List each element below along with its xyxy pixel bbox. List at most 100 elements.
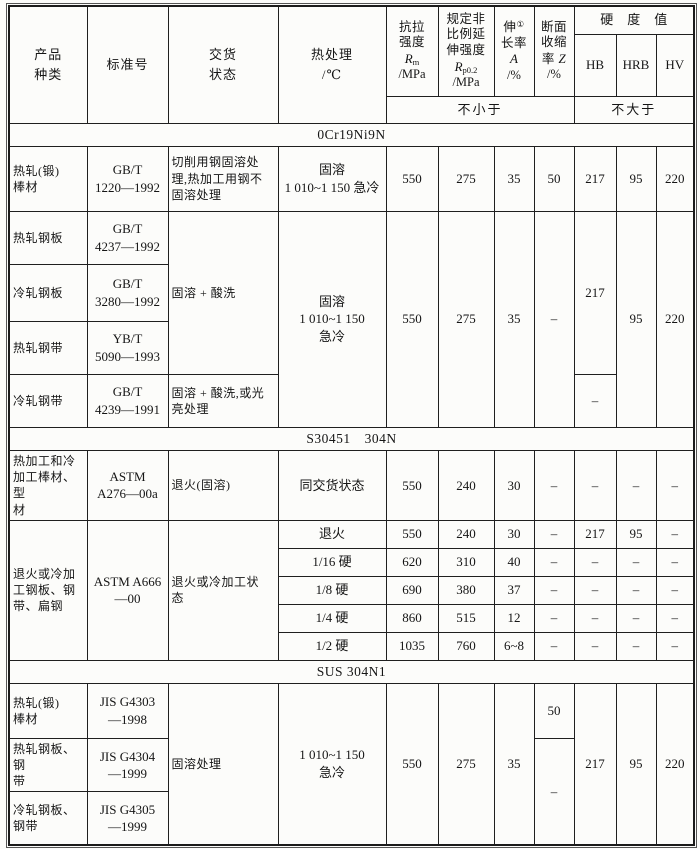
header-proof-strength-symbol: Rp0.2 [454,58,478,75]
cell-rm: 620 [385,547,439,577]
cell-elongation: 37 [493,575,535,605]
cell-standard: ASTM A276—00a [86,449,169,521]
header-hb: HB [573,33,617,97]
cell-hrb: 95 [615,145,657,212]
cell-standard: GB/T 1220—1992 [86,145,169,212]
cell-product: 热轧钢板、钢 带 [8,737,88,793]
cell-hv: – [655,603,695,633]
table-row: 冷轧钢板 GB/T 3280—1992 [8,263,694,322]
cell-standard: GB/T 4237—1992 [86,210,169,265]
cell-reduction: – [533,210,575,428]
footnote-1-marker: ① [516,19,525,29]
cell-rm: 550 [385,210,439,428]
cell-hv: – [655,519,695,549]
cell-hrb: 95 [615,519,657,549]
cell-standard: JIS G4305 —1999 [86,791,169,846]
cell-rm: 550 [385,145,439,212]
cell-rp02: 275 [437,682,495,846]
table-row: 退火或冷加 工钢板、钢 带、扁钢 ASTM A666 —00 退火或冷加工状 态… [8,519,695,661]
cell-hv: 220 [655,682,695,846]
header-elongation-label-line1: 伸① [503,19,525,34]
cell-heat-treatment: 1/8 硬 [277,575,387,605]
cell-heat-treatment: 固溶 1 010~1 150 急冷 [277,210,387,428]
table-row: 冷轧钢板、 钢带 JIS G4305 —1999 [8,791,694,846]
cell-hv: – [655,575,695,605]
cell-heat-treatment: 1/2 硬 [277,631,387,661]
section-title-sus-304n1: SUS 304N1 [8,659,695,684]
cell-elongation: 12 [493,603,535,633]
cell-hv: – [655,449,695,521]
cell-reduction: – [533,631,575,661]
cell-hb: – [573,449,617,521]
cell-delivery: 固溶处理 [167,682,279,846]
cell-hrb: 95 [615,682,657,846]
cell-hv: – [655,547,695,577]
cell-hb: – [573,575,617,605]
header-standard-number: 标准号 [86,5,169,124]
cell-delivery: 退火或冷加工状 态 [167,519,279,661]
header-elongation-label-line2: 长率 [500,35,527,50]
cell-heat-treatment: 1/4 硬 [277,603,387,633]
cell-hb: – [573,373,617,428]
table-row: 热轧钢板 GB/T 4237—1992 固溶 + 酸洗 固溶 1 010~1 1… [8,210,695,428]
cell-hb: 217 [573,519,617,549]
cell-rm: 550 [385,519,439,549]
header-tensile-strength-symbol: Rm [404,50,420,67]
cell-product: 热轧(锻) 棒材 [8,682,88,739]
cell-rm: 550 [385,449,439,521]
cell-hb: – [573,603,617,633]
cell-rp02: 240 [437,449,495,521]
table-row: 热轧钢板、钢 带 JIS G4304 —1999 – [8,737,694,846]
cell-rp02: 515 [437,603,495,633]
header-proof-strength-unit: /MPa [452,75,480,90]
section-title-row: SUS 304N1 [8,659,695,684]
cell-hrb: – [615,575,657,605]
section-title-0cr19ni9n: 0Cr19Ni9N [8,122,695,147]
header-delivery-state: 交货 状态 [167,5,279,124]
cell-rp02: 380 [437,575,495,605]
section-title-s30451-304n: S30451 304N [8,426,695,451]
cell-rm: 860 [385,603,439,633]
cell-delivery: 固溶 + 酸洗,或光 亮处理 [167,373,279,428]
header-proof-strength-label: 规定非 比例延 伸强度 [446,11,486,57]
cell-rp02: 240 [437,519,495,549]
cell-delivery: 切削用钢固溶处 理,热加工用钢不 固溶处理 [167,145,279,212]
cell-product: 热轧(锻) 棒材 [8,145,88,212]
cell-delivery: 退火(固溶) [167,449,279,521]
header-reduction-of-area: 断面 收缩 率 Z /% [533,5,575,97]
header-tensile-strength-label: 抗拉 强度 [398,19,425,50]
cell-elongation: 6~8 [493,631,535,661]
header-hardness-group: 硬度值 [573,5,695,35]
header-elongation-symbol: A [510,51,518,67]
cell-product: 冷轧钢板、 钢带 [8,791,88,846]
cell-product: 冷轧钢带 [8,373,88,428]
cell-hb: – [573,547,617,577]
cell-hv: 220 [655,210,695,428]
cell-hv: – [655,631,695,661]
cell-elongation: 30 [493,519,535,549]
header-reduction-unit: /% [547,67,561,82]
header-hv: HV [655,33,695,97]
cell-rm: 550 [385,682,439,846]
cell-standard: GB/T 3280—1992 [86,263,169,322]
table-row: 热轧(锻) 棒材 GB/T 1220—1992 切削用钢固溶处 理,热加工用钢不… [8,145,695,212]
cell-rp02: 310 [437,547,495,577]
cell-standard: ASTM A666 —00 [86,519,169,661]
cell-heat-treatment: 固溶 1 010~1 150 急冷 [277,145,387,212]
cell-reduction: – [533,603,575,633]
steel-properties-table: 产品 种类 标准号 交货 状态 热处理 /℃ 抗拉 强度 Rm /MPa 规定非… [6,3,697,848]
cell-elongation: 40 [493,547,535,577]
cell-elongation: 35 [493,145,535,212]
cell-reduction: – [533,519,575,549]
cell-hrb: 95 [615,210,657,428]
cell-rp02: 275 [437,145,495,212]
cell-reduction: 50 [533,145,575,212]
cell-product: 冷轧钢板 [8,263,88,322]
cell-elongation: 35 [493,210,535,428]
table-row: 热轧(锻) 棒材 JIS G4303 —1998 固溶处理 1 010~1 15… [8,682,695,846]
header-tensile-strength: 抗拉 强度 Rm /MPa [385,5,439,97]
table-header-row-1: 产品 种类 标准号 交货 状态 热处理 /℃ 抗拉 强度 Rm /MPa 规定非… [8,5,695,124]
table-row: 1/2 硬 1035 760 6~8 – – – – [9,631,695,661]
cell-elongation: 35 [493,682,535,846]
cell-hv: 220 [655,145,695,212]
